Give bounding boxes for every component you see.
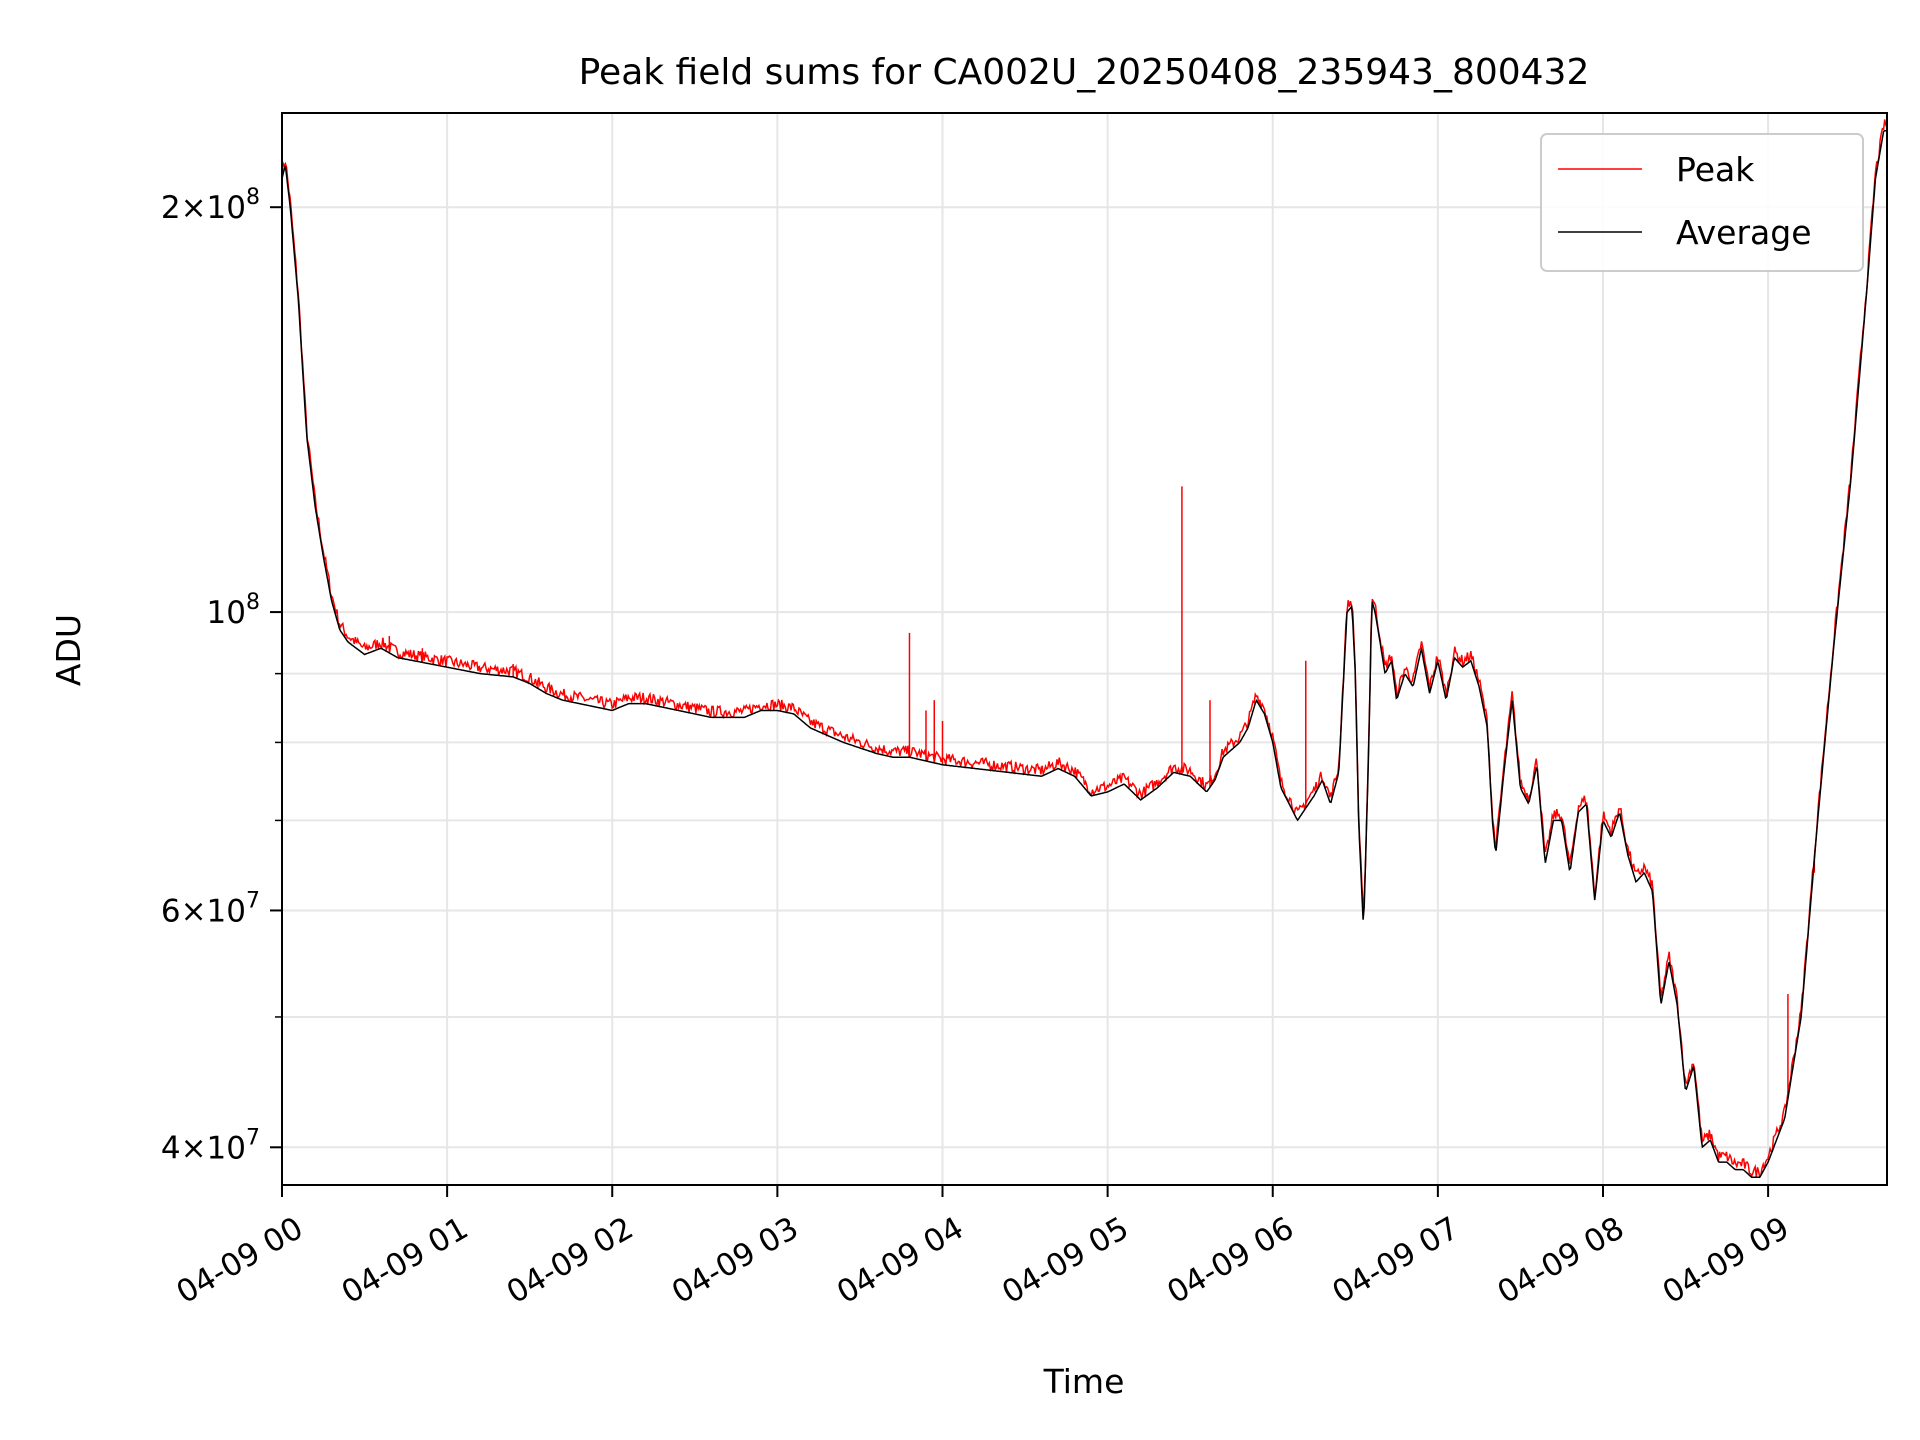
series-average-line <box>281 129 1887 1179</box>
y-tick-label-base: 10 <box>207 595 246 631</box>
y-tick-label: 6×107 <box>161 888 260 929</box>
y-axis-label: ADU <box>49 614 88 686</box>
y-tick-label: 4×107 <box>161 1125 260 1166</box>
y-tick-label-exponent: 7 <box>246 1125 260 1150</box>
x-axis-label: Time <box>1043 1362 1125 1401</box>
grid <box>281 113 1887 1185</box>
plot-frame <box>281 112 1888 1186</box>
y-tick-label-exponent: 8 <box>246 590 260 615</box>
y-tick-label-base: 6×10 <box>161 893 246 929</box>
chart-title: Peak field sums for CA002U_20250408_2359… <box>579 52 1590 93</box>
y-tick-label: 108 <box>207 590 260 631</box>
y-tick-label-base: 4×10 <box>161 1130 246 1166</box>
legend-average-label: Average <box>1676 213 1812 252</box>
y-tick-label: 2×108 <box>161 185 260 226</box>
series-peak-line <box>281 119 1888 1179</box>
series-layer <box>281 119 1888 1179</box>
legend: Peak Average <box>1540 133 1864 272</box>
y-tick-label-exponent: 8 <box>246 185 260 210</box>
y-tick-label-exponent: 7 <box>246 888 260 913</box>
y-tick-label-base: 2×10 <box>161 190 246 226</box>
legend-peak-label: Peak <box>1676 150 1755 189</box>
